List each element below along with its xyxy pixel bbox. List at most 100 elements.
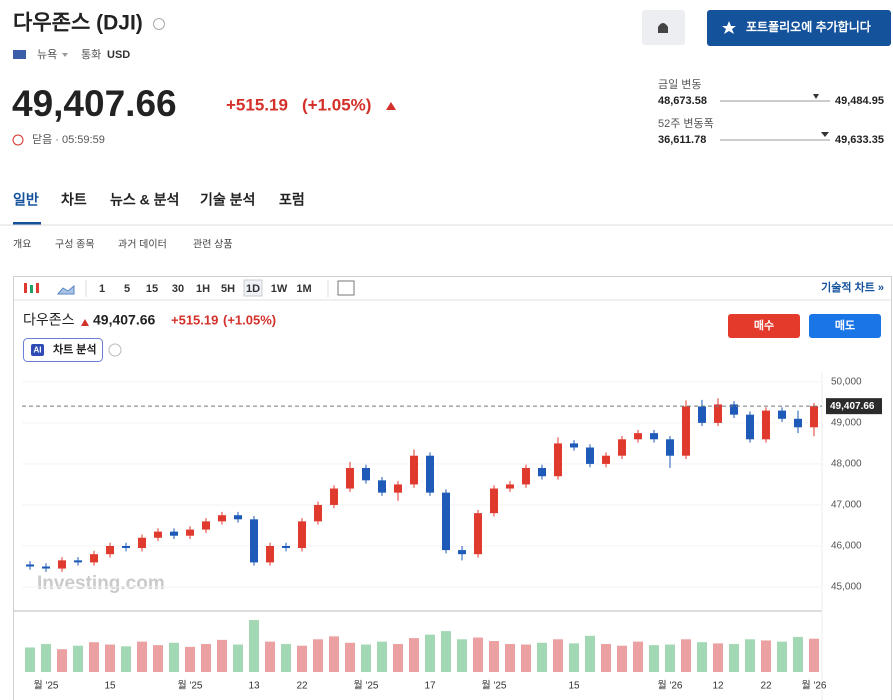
portfolio-label[interactable]: 포트폴리오에 추가합니다 <box>746 19 871 34</box>
candle-body <box>186 529 194 536</box>
tab[interactable]: 차트 <box>61 192 87 208</box>
currency: USD <box>107 49 130 61</box>
volume-bar <box>25 647 35 672</box>
candle-body <box>378 480 386 493</box>
volume-bar <box>761 640 771 672</box>
volume-bar <box>745 639 755 672</box>
interval[interactable]: 5H <box>221 283 235 295</box>
interval[interactable]: 1M <box>296 283 311 295</box>
range-label: 52주 변동폭 <box>658 117 714 130</box>
interval[interactable]: 15 <box>146 283 158 295</box>
volume-bar <box>121 646 131 672</box>
interval[interactable]: 1 <box>99 283 105 295</box>
settings-icon[interactable] <box>337 280 355 296</box>
volume-bar <box>393 643 403 672</box>
volume-bar <box>297 645 307 672</box>
volume-bar <box>265 641 275 672</box>
volume-bar <box>553 639 563 672</box>
ai-button[interactable] <box>23 338 103 362</box>
interval[interactable]: 5 <box>124 283 130 295</box>
area-icon[interactable] <box>56 284 75 295</box>
x-tick-label: 월 '26 <box>801 680 826 692</box>
candle-icon[interactable] <box>24 283 39 293</box>
volume-bar <box>361 644 371 672</box>
volume-bar <box>793 636 803 672</box>
legend-name: 다우존스 <box>23 312 75 328</box>
tab[interactable]: 포럼 <box>279 192 305 208</box>
interval[interactable]: 30 <box>172 283 184 295</box>
portfolio-button[interactable] <box>707 10 891 46</box>
volume-bar <box>713 643 723 672</box>
candle-body <box>730 404 738 415</box>
candle-body <box>298 521 306 549</box>
legend-price: 49,407.66 <box>93 312 155 328</box>
ai-label[interactable]: 차트 분석 <box>53 342 97 356</box>
x-tick-label: 13 <box>248 681 260 692</box>
interval[interactable]: 1W <box>271 283 288 295</box>
last-price-label: 49,407.66 <box>830 401 875 412</box>
technical-link[interactable]: 기술적 차트 » <box>821 280 884 294</box>
candle-body <box>554 443 562 477</box>
bell-icon <box>658 23 668 33</box>
intervals: 1 5 15 30 1H 5H 1D 1W 1M <box>99 279 312 297</box>
volume-bar <box>105 644 115 672</box>
chart-frame <box>13 276 892 700</box>
watermark: Investing.com <box>37 573 165 594</box>
legend-change-pct: (+1.05%) <box>223 312 276 327</box>
range-high: 49,633.35 <box>835 134 884 146</box>
buy-label[interactable]: 매수 <box>754 318 774 332</box>
volume-bar <box>153 645 163 672</box>
tab[interactable]: 기술 분석 <box>200 192 255 208</box>
range-marker <box>821 132 829 137</box>
x-tick-label: 22 <box>296 681 308 692</box>
candle-body <box>218 515 226 522</box>
sell-label[interactable]: 매도 <box>835 318 855 332</box>
candle-body <box>90 554 98 563</box>
candle-body <box>506 484 514 489</box>
sell-button[interactable] <box>809 314 881 338</box>
x-tick-label: 월 '26 <box>657 680 682 692</box>
buy-button[interactable] <box>728 314 800 338</box>
y-tick-label: 45,000 <box>831 582 862 593</box>
candle-body <box>570 443 578 448</box>
candle-body <box>538 468 546 477</box>
candle-body <box>362 468 370 481</box>
subtab[interactable]: 구성 종목 <box>55 239 95 251</box>
candle-body <box>314 504 322 522</box>
candle-body <box>202 521 210 530</box>
tab-underline <box>13 222 41 225</box>
candle-body <box>762 410 770 440</box>
candle-body <box>746 414 754 440</box>
up-arrow <box>386 102 396 110</box>
volume-bar <box>617 645 627 672</box>
interval[interactable]: 1D <box>246 283 260 295</box>
volume-bar <box>377 641 387 672</box>
ai-info <box>108 343 122 357</box>
volume-bar <box>441 631 451 672</box>
volume-bar <box>633 641 643 672</box>
x-tick-label: 월 '25 <box>353 680 378 692</box>
range-high: 49,484.95 <box>835 95 884 107</box>
exchange[interactable]: 뉴욕 <box>37 48 57 61</box>
range-low: 48,673.58 <box>658 95 707 107</box>
candle-body <box>586 447 594 464</box>
volume-bar <box>473 637 483 672</box>
tab[interactable]: 뉴스 & 분석 <box>110 192 179 208</box>
interval[interactable]: 1H <box>196 283 210 295</box>
subtab[interactable]: 관련 상품 <box>193 239 233 251</box>
change-pct: (+1.05%) <box>302 95 371 114</box>
candle-body <box>106 545 114 555</box>
interval-active <box>243 279 263 297</box>
legend-arrow <box>81 319 89 326</box>
x-tick-label: 월 '25 <box>481 680 506 692</box>
volume-bar <box>313 639 323 672</box>
info-icon <box>153 18 165 30</box>
subtab[interactable]: 개요 <box>13 239 31 251</box>
volume-bar <box>537 642 547 672</box>
star-icon <box>722 21 736 34</box>
candle-body <box>778 410 786 419</box>
tab[interactable]: 일반 <box>13 192 39 208</box>
subtab[interactable]: 과거 데이터 <box>118 239 167 251</box>
status: 닫음 · 05:59:59 <box>32 133 105 146</box>
range-label: 금일 변동 <box>658 77 702 91</box>
